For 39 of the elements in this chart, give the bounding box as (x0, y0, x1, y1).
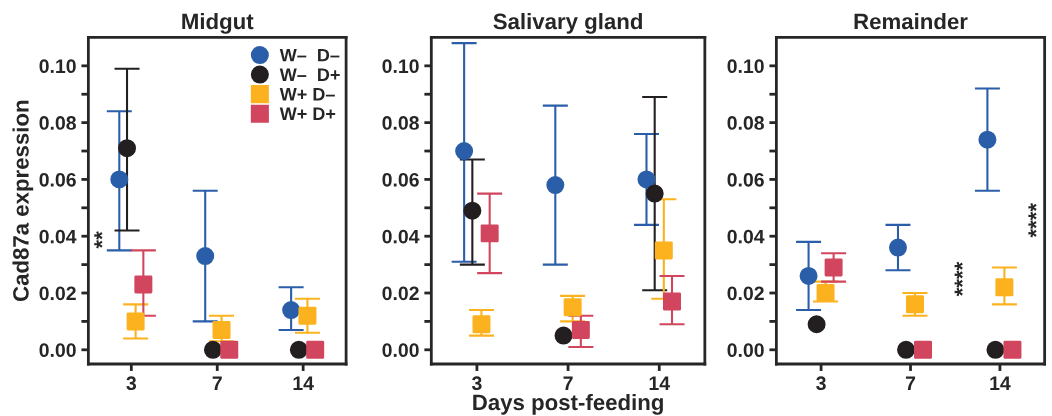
y-tick-label: 0.08 (39, 116, 76, 130)
x-tick-label: 7 (212, 376, 222, 390)
y-tick-label: 0.10 (39, 59, 76, 74)
chart-title: Midgut (182, 13, 254, 34)
legend-label: W– D+ (279, 68, 340, 81)
x-tick-label: 3 (816, 376, 826, 391)
x-tick-label: 14 (649, 376, 670, 390)
y-tick-label: 0.02 (382, 286, 419, 301)
y-tick-label: 0.00 (382, 343, 419, 358)
x-tick-label: 7 (905, 376, 916, 390)
annotation: **** (1028, 203, 1037, 238)
y-tick-label: 0.06 (382, 172, 419, 187)
x-tick-label: 3 (126, 376, 137, 391)
y-tick-label: 0.08 (382, 116, 419, 130)
y-tick-label: 0.06 (727, 172, 764, 187)
annotation: ** (94, 231, 103, 249)
chart-title: Remainder (854, 13, 968, 30)
y-tick-label: 0.10 (382, 59, 419, 74)
y-tick-label: 0.00 (39, 343, 76, 358)
y-tick-label: 0.04 (727, 229, 765, 244)
annotation: **** (954, 261, 963, 297)
y-tick-label: 0.04 (39, 229, 77, 244)
x-tick-label: 3 (471, 376, 482, 391)
legend-label: W+ D+ (279, 107, 336, 120)
legend-label: W– D– (279, 48, 340, 62)
x-tick-label: 14 (293, 376, 314, 390)
y-tick-label: 0.04 (382, 229, 420, 244)
y-axis-title: Cad87a expression (12, 100, 34, 302)
x-tick-label: 14 (990, 376, 1011, 390)
y-tick-label: 0.02 (727, 286, 764, 301)
legend-label: W+ D– (279, 88, 335, 101)
chart-title: Salivary gland (493, 13, 642, 34)
y-tick-label: 0.00 (727, 343, 764, 358)
y-tick-label: 0.08 (727, 116, 764, 130)
x-axis-title: Days post-feeding (473, 393, 663, 415)
y-tick-label: 0.02 (39, 286, 76, 301)
y-tick-label: 0.06 (39, 172, 76, 187)
y-tick-label: 0.10 (727, 59, 764, 74)
x-tick-label: 7 (563, 376, 573, 390)
